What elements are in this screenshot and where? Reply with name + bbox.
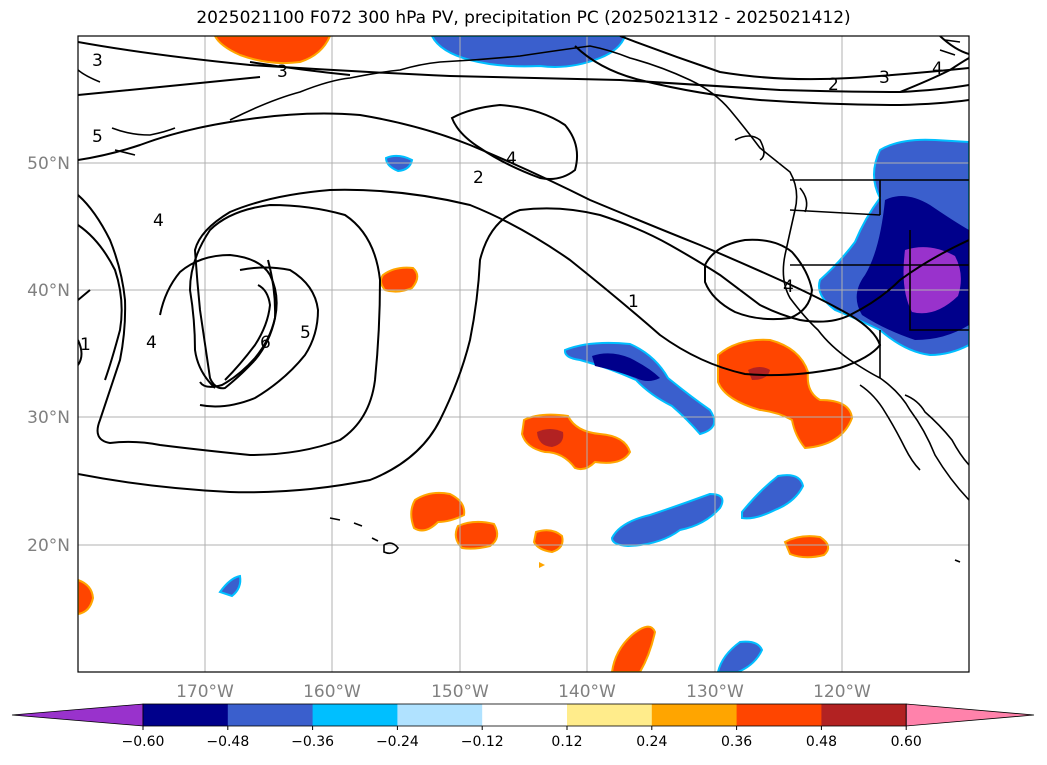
lon-label: 170°W (176, 682, 234, 702)
colorbar-segment (227, 704, 314, 726)
precip-pos-20n-a (454, 520, 499, 550)
lon-label: 130°W (686, 682, 744, 702)
colorbar-extend-min (11, 703, 144, 727)
colorbar-tick-label: −0.60 (122, 734, 165, 750)
contour-label: 5 (300, 323, 311, 343)
contour-label: 1 (628, 292, 639, 312)
colorbar-tick-label: −0.36 (291, 734, 334, 750)
colorbar-tick-label: 0.60 (891, 734, 922, 750)
colorbar-outline (142, 703, 907, 727)
contour-label: 2 (828, 75, 839, 95)
lon-labels: 170°W 160°W 150°W 140°W 130°W 120°W (176, 682, 871, 702)
lon-label: 120°W (813, 682, 871, 702)
lon-label: 150°W (431, 682, 489, 702)
contour-label: 4 (506, 149, 517, 169)
colorbar-segment (397, 704, 483, 726)
contour-labels: 3 3 2 3 4 5 4 2 4 1 1 4 4 6 5 (80, 51, 943, 355)
precip-neg-17n (218, 574, 242, 598)
contour-label: 5 (92, 127, 103, 147)
contour-label: 3 (92, 51, 103, 71)
precip-pos-top (213, 36, 332, 65)
colorbar-tick-label: 0.12 (551, 734, 582, 750)
contour-label: 3 (277, 62, 288, 82)
colorbar-segment (482, 704, 568, 726)
precip-positive (78, 36, 854, 672)
pv-contours (78, 36, 969, 494)
colorbar: −0.60 −0.48 −0.36 −0.24 −0.12 0.12 0.24 0.36 0.4… (11, 703, 1035, 750)
contour-label: 4 (153, 211, 164, 231)
map-area: 3 3 2 3 4 5 4 2 4 1 1 4 4 6 5 (78, 36, 969, 672)
precip-pos-28n-core (537, 429, 564, 447)
precip-pos-22n (410, 491, 466, 532)
colorbar-extend-max (905, 703, 1035, 727)
precip-neg-22n (741, 474, 805, 520)
contour-label: 4 (146, 333, 157, 353)
contour-label: 1 (80, 335, 91, 355)
contour-label: 3 (879, 68, 890, 88)
precip-pos-east (717, 338, 854, 450)
precip-neg-south (716, 640, 764, 672)
coastlines (78, 39, 969, 563)
lat-label: 50°N (27, 154, 70, 174)
precip-neg-20n (610, 492, 724, 548)
colorbar-tick-label: 0.48 (806, 734, 837, 750)
lon-label: 160°W (303, 682, 361, 702)
colorbar-segment (567, 704, 653, 726)
gridlines (78, 36, 969, 672)
contour-label: 2 (473, 168, 484, 188)
precip-neg-california-core (903, 247, 961, 314)
colorbar-segment (736, 704, 822, 726)
precip-pos-19n (783, 535, 830, 559)
colorbar-tick-label: −0.24 (376, 734, 419, 750)
precip-pos-speck (539, 562, 545, 568)
lat-labels: 50°N 40°N 30°N 20°N (27, 154, 70, 556)
map-title: 2025021100 F072 300 hPa PV, precipitatio… (196, 8, 851, 28)
colorbar-segment (143, 704, 229, 726)
precip-pos-left-edge (78, 578, 95, 616)
colorbar-segment (651, 704, 738, 726)
lat-label: 40°N (27, 281, 70, 301)
colorbar-segment (312, 704, 398, 726)
colorbar-segment (821, 704, 907, 726)
precip-pos-40n (379, 266, 419, 293)
colorbar-tick-label: −0.48 (206, 734, 249, 750)
precip-pos-east-core (748, 367, 770, 380)
precip-pos-south (610, 625, 657, 672)
lat-label: 20°N (27, 536, 70, 556)
contour-label: 4 (932, 59, 943, 79)
colorbar-tick-label: −0.12 (461, 734, 504, 750)
colorbar-tick-label: 0.24 (636, 734, 667, 750)
lon-label: 140°W (558, 682, 616, 702)
precip-negative (218, 36, 969, 672)
precip-pos-28n (520, 413, 632, 471)
contour-label: 4 (783, 277, 794, 297)
lat-label: 30°N (27, 408, 70, 428)
colorbar-tick-label: 0.36 (721, 734, 752, 750)
precip-pos-20n-b (532, 529, 564, 554)
precip-neg-35n-core (592, 353, 660, 381)
map-frame (77, 35, 970, 673)
contour-label: 6 (260, 333, 271, 353)
